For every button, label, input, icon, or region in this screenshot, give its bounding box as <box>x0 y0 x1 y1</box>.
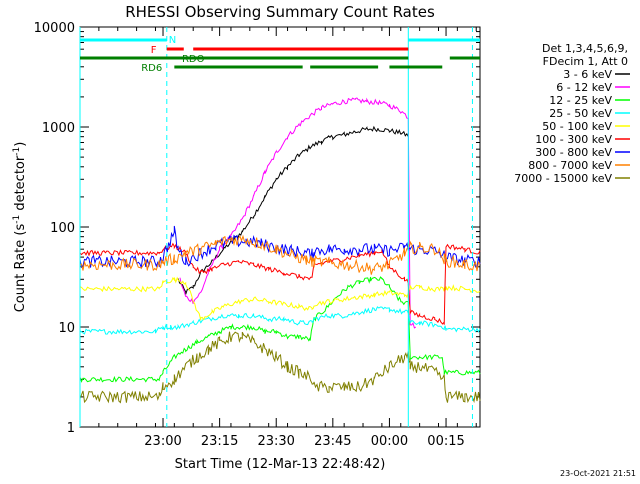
plot-area: 1 10 100 1000 10000 23:00 23:15 23:30 23:45 00:00… <box>34 21 481 449</box>
series-line-6 <box>79 242 481 325</box>
y-tick-label: 10000 <box>34 21 75 36</box>
series-line-8 <box>79 234 481 275</box>
y-tick-label: 1000 <box>42 121 75 136</box>
y-axis-label-part1: Count Rate (s <box>13 224 28 313</box>
series-line-7 <box>79 225 481 270</box>
y-tick-label: 10 <box>58 321 75 336</box>
series-line-4 <box>79 306 481 335</box>
legend-header-line1: Det 1,3,4,5,6,9, <box>542 42 628 55</box>
legend-label-7: 300 - 800 keV <box>535 146 612 159</box>
y-tick-label: 100 <box>50 221 75 236</box>
series-line-2 <box>179 97 417 329</box>
state-label-rd6: RD6 <box>141 63 162 74</box>
y-axis-label-part2: detector <box>13 155 28 215</box>
legend-label-4: 25 - 50 keV <box>549 107 612 120</box>
series-line-3 <box>79 276 481 383</box>
y-axis-label: Count Rate (s-1 detector-1) <box>12 142 28 313</box>
chart-title: RHESSI Observing Summary Count Rates <box>125 3 435 21</box>
x-tick-label: 23:45 <box>314 434 351 449</box>
series-line-5 <box>79 276 481 321</box>
x-axis-label: Start Time (12-Mar-13 22:48:42) <box>175 457 386 472</box>
x-tick-label: 23:15 <box>201 434 238 449</box>
legend-header-line2: FDecim 1, Att 0 <box>543 55 628 68</box>
legend: Det 1,3,4,5,6,9, FDecim 1, Att 0 3 - 6 k… <box>514 42 630 185</box>
legend-label-3: 12 - 25 keV <box>549 94 612 107</box>
legend-label-1: 3 - 6 keV <box>563 68 612 81</box>
state-label-f: F <box>151 45 157 56</box>
legend-label-6: 100 - 300 keV <box>535 133 612 146</box>
y-axis-label-sup2: -1 <box>12 147 22 156</box>
state-label-rdo: RDO <box>182 54 205 65</box>
legend-label-8: 800 - 7000 keV <box>528 159 612 172</box>
render-timestamp: 23-Oct-2021 21:51 <box>560 469 636 478</box>
x-tick-label: 23:30 <box>257 434 294 449</box>
y-tick-label: 1 <box>67 421 75 436</box>
legend-label-9: 7000 - 15000 keV <box>514 172 612 185</box>
plot-frame <box>79 26 481 428</box>
state-label-n: N <box>169 35 176 46</box>
y-axis-label-part3: ) <box>13 142 28 147</box>
legend-label-5: 50 - 100 keV <box>542 120 612 133</box>
series-line-9 <box>79 331 481 404</box>
x-tick-label: 23:00 <box>144 434 181 449</box>
x-tick-label: 00:15 <box>427 434 464 449</box>
x-tick-label: 00:00 <box>371 434 408 449</box>
y-axis-label-sup1: -1 <box>12 215 22 224</box>
legend-label-2: 6 - 12 keV <box>556 81 612 94</box>
